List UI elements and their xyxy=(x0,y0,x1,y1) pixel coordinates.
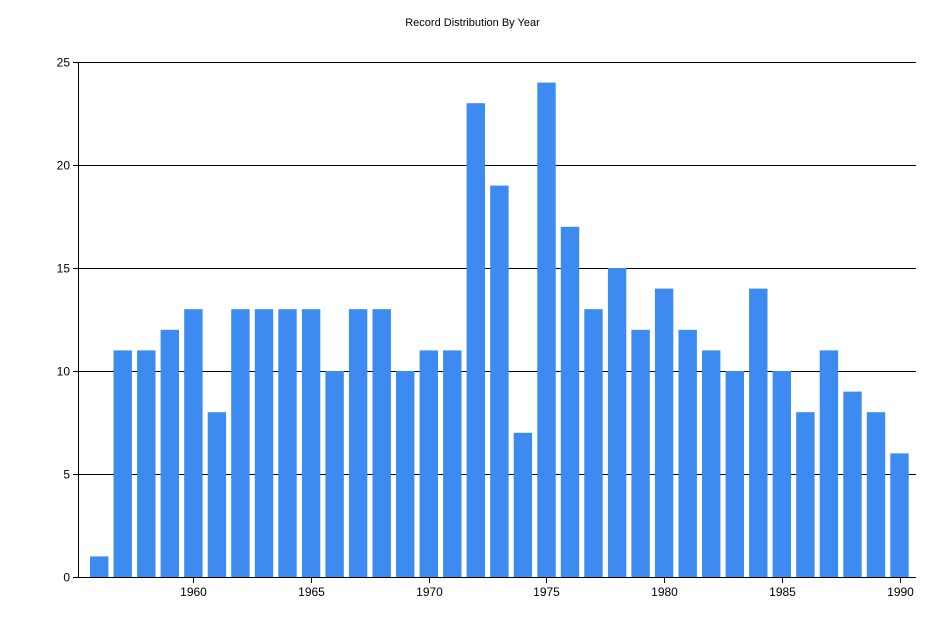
bar-1970 xyxy=(419,350,438,577)
y-tick-label: 25 xyxy=(57,56,71,70)
y-tick-label: 0 xyxy=(63,571,70,585)
bar-1959 xyxy=(160,329,179,577)
bar-1979 xyxy=(631,329,650,577)
bar-1980 xyxy=(654,288,674,577)
x-tick-label: 1980 xyxy=(651,585,678,599)
bar-1981 xyxy=(678,329,697,577)
bar-1984 xyxy=(749,288,768,577)
bar-1963 xyxy=(254,309,274,577)
bar-1964 xyxy=(278,309,297,577)
bar-1989 xyxy=(866,412,886,577)
y-tick-label: 5 xyxy=(63,468,70,482)
bar-1975 xyxy=(537,82,556,577)
bar-1983 xyxy=(725,371,744,577)
bar-1985 xyxy=(772,371,791,577)
bar-1967 xyxy=(348,309,368,577)
bar-1990 xyxy=(890,453,909,577)
x-tick-label: 1970 xyxy=(416,585,443,599)
bar-1986 xyxy=(796,412,815,577)
bar-1956 xyxy=(90,556,109,577)
x-tick-label: 1975 xyxy=(533,585,560,599)
bar-1966 xyxy=(325,371,344,577)
bar-1987 xyxy=(819,350,839,577)
bar-1974 xyxy=(513,432,533,577)
bar-1976 xyxy=(560,226,580,578)
bar-1971 xyxy=(443,350,462,577)
bar-1988 xyxy=(843,391,862,577)
x-tick-label: 1985 xyxy=(769,585,796,599)
bar-1957 xyxy=(113,350,132,577)
y-tick-label: 20 xyxy=(57,159,71,173)
bar-1965 xyxy=(301,309,321,577)
bar-1977 xyxy=(584,309,603,577)
bar-1982 xyxy=(702,350,721,577)
chart-title: Record Distribution By Year xyxy=(405,17,540,29)
bar-1978 xyxy=(607,268,627,577)
bar-1961 xyxy=(207,412,227,577)
bar-1962 xyxy=(231,309,250,577)
x-tick-label: 1965 xyxy=(298,585,325,599)
x-tick-label: 1990 xyxy=(887,585,914,599)
y-tick-label: 15 xyxy=(57,262,71,276)
bar-1972 xyxy=(466,103,485,577)
bar-1973 xyxy=(490,185,509,577)
bar-1969 xyxy=(396,371,415,577)
y-tick-label: 10 xyxy=(57,365,71,379)
x-tick-label: 1960 xyxy=(180,585,207,599)
bar-1968 xyxy=(372,309,391,577)
axes xyxy=(73,62,916,583)
bars xyxy=(90,82,909,578)
tick-labels: 0 5 10 15 20 25 1960 1965 1970 1975 1980 1985 1990 xyxy=(57,56,915,600)
bar-1958 xyxy=(137,350,156,577)
bar-1960 xyxy=(184,309,203,577)
